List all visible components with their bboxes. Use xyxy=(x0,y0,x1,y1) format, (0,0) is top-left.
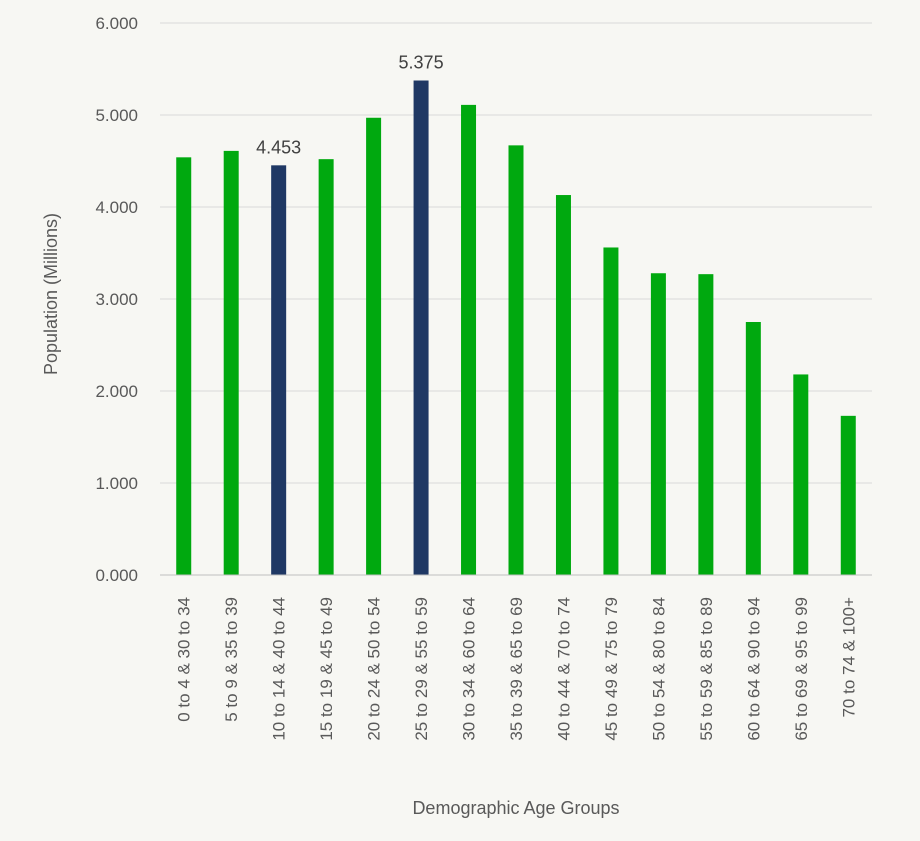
x-tick-label: 30 to 34 & 60 to 64 xyxy=(460,597,479,741)
y-tick-label: 5.000 xyxy=(95,106,138,125)
y-tick-label: 6.000 xyxy=(95,14,138,33)
bar xyxy=(698,274,714,575)
y-tick-label: 1.000 xyxy=(95,474,138,493)
x-tick-label: 70 to 74 & 100+ xyxy=(839,597,858,718)
x-tick-label: 25 to 29 & 55 to 59 xyxy=(412,597,431,741)
x-tick-label: 65 to 69 & 95 to 99 xyxy=(792,597,811,741)
x-tick-label: 35 to 39 & 65 to 69 xyxy=(507,597,526,741)
y-tick-label: 2.000 xyxy=(95,382,138,401)
bar xyxy=(176,157,192,575)
x-tick-label: 5 to 9 & 35 to 39 xyxy=(222,597,241,722)
x-axis-title: Demographic Age Groups xyxy=(412,798,619,818)
x-tick-label: 15 to 19 & 45 to 49 xyxy=(317,597,336,741)
bar xyxy=(271,165,287,575)
bar xyxy=(555,195,571,576)
bar xyxy=(366,117,382,575)
bar-data-label: 4.453 xyxy=(256,137,301,157)
bar xyxy=(793,374,809,575)
x-tick-label: 10 to 14 & 40 to 44 xyxy=(270,597,289,741)
x-tick-label: 20 to 24 & 50 to 54 xyxy=(365,597,384,741)
y-tick-labels: 0.000 1.000 2.000 3.000 4.000 5.000 6.000 xyxy=(95,14,138,585)
bars xyxy=(176,80,856,576)
y-tick-label: 3.000 xyxy=(95,290,138,309)
x-tick-label: 55 to 59 & 85 to 89 xyxy=(697,597,716,741)
bar xyxy=(508,145,524,576)
bar xyxy=(413,80,429,575)
x-tick-label: 0 to 4 & 30 to 34 xyxy=(175,597,194,722)
x-tick-labels: 0 to 4 & 30 to 34 5 to 9 & 35 to 39 10 to … xyxy=(175,597,859,741)
y-tick-label: 0.000 xyxy=(95,566,138,585)
x-tick-label: 40 to 44 & 70 to 74 xyxy=(554,597,573,741)
y-axis-title: Population (Millions) xyxy=(41,213,61,375)
bar xyxy=(650,273,666,575)
bar xyxy=(318,159,334,575)
bar xyxy=(461,104,477,575)
bar xyxy=(603,247,619,576)
x-tick-label: 60 to 64 & 90 to 94 xyxy=(744,597,763,741)
bar xyxy=(223,150,239,575)
x-tick-label: 45 to 49 & 75 to 79 xyxy=(602,597,621,741)
bar-data-label: 5.375 xyxy=(399,53,444,73)
y-tick-label: 4.000 xyxy=(95,198,138,217)
x-tick-label: 50 to 54 & 80 to 84 xyxy=(649,597,668,741)
data-labels: 4.453 5.375 xyxy=(256,53,443,158)
bar xyxy=(840,415,856,575)
bar xyxy=(745,322,761,575)
